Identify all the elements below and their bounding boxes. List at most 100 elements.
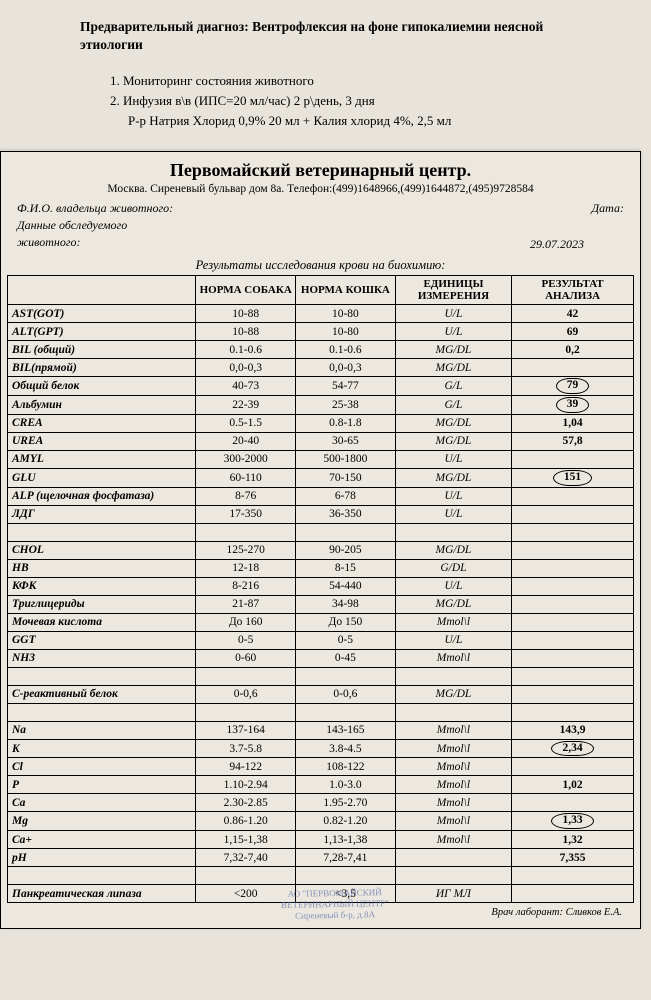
- cell-result: 1,33: [512, 812, 634, 831]
- cell-cat: 1.0-3.0: [296, 776, 396, 794]
- cell-param: [8, 523, 196, 541]
- cell-unit: MG/DL: [395, 468, 511, 487]
- cell-dog: [196, 703, 296, 721]
- table-row: Общий белок40-7354-77G/L79: [8, 377, 634, 396]
- results-title: Результаты исследования крови на биохими…: [7, 258, 634, 273]
- cell-result: 79: [512, 377, 634, 396]
- cell-param: GGT: [8, 631, 196, 649]
- cell-unit: U/L: [395, 323, 511, 341]
- cell-param: pH: [8, 849, 196, 867]
- table-row: K3.7-5.83.8-4.5Mmol\l2,34: [8, 739, 634, 758]
- cell-dog: [196, 523, 296, 541]
- cell-param: UREA: [8, 432, 196, 450]
- cell-cat: [296, 867, 396, 885]
- table-row: pH7,32-7,407,28-7,417,355: [8, 849, 634, 867]
- cell-param: Мочевая кислота: [8, 613, 196, 631]
- cell-dog: 0-60: [196, 649, 296, 667]
- cell-dog: 1.10-2.94: [196, 776, 296, 794]
- cell-cat: 54-440: [296, 577, 396, 595]
- cell-param: Mg: [8, 812, 196, 831]
- cell-unit: Mmol\l: [395, 739, 511, 758]
- table-row: Мочевая кислотаДо 160До 150Mmol\l: [8, 613, 634, 631]
- cell-unit: Mmol\l: [395, 776, 511, 794]
- cell-unit: MG/DL: [395, 341, 511, 359]
- col-unit: ЕДИНИЦЫ ИЗМЕРЕНИЯ: [395, 276, 511, 305]
- cell-dog: 300-2000: [196, 450, 296, 468]
- cell-dog: 7,32-7,40: [196, 849, 296, 867]
- cell-cat: 54-77: [296, 377, 396, 396]
- cell-result: [512, 359, 634, 377]
- cell-cat: 10-80: [296, 305, 396, 323]
- table-row: GLU60-11070-150MG/DL151: [8, 468, 634, 487]
- cell-unit: U/L: [395, 450, 511, 468]
- cell-param: ALP (щелочная фосфатаза): [8, 487, 196, 505]
- cell-cat: 6-78: [296, 487, 396, 505]
- cell-unit: [395, 523, 511, 541]
- cell-param: ALT(GPT): [8, 323, 196, 341]
- cell-unit: MG/DL: [395, 414, 511, 432]
- list-item: Р-р Натрия Хлорид 0,9% 20 мл + Калия хло…: [128, 112, 601, 130]
- cell-dog: 125-270: [196, 541, 296, 559]
- cell-dog: 10-88: [196, 323, 296, 341]
- cell-unit: MG/DL: [395, 541, 511, 559]
- cell-param: Альбумин: [8, 396, 196, 415]
- cell-unit: MG/DL: [395, 432, 511, 450]
- top-section: Предварительный диагноз: Вентрофлексия н…: [0, 0, 651, 143]
- table-row: [8, 667, 634, 685]
- cell-result: [512, 631, 634, 649]
- cell-param: Триглицериды: [8, 595, 196, 613]
- cell-cat: 0-0,6: [296, 685, 396, 703]
- cell-dog: 12-18: [196, 559, 296, 577]
- cell-cat: 0,0-0,3: [296, 359, 396, 377]
- cell-param: ЛДГ: [8, 505, 196, 523]
- cell-unit: U/L: [395, 631, 511, 649]
- cell-unit: [395, 849, 511, 867]
- date-value: 29.07.2023: [530, 237, 624, 252]
- table-row: P1.10-2.941.0-3.0Mmol\l1,02: [8, 776, 634, 794]
- table-row: [8, 523, 634, 541]
- cell-result: 151: [512, 468, 634, 487]
- data-label-2: животного:: [17, 235, 81, 252]
- cell-cat: 30-65: [296, 432, 396, 450]
- col-cat: НОРМА КОШКА: [296, 276, 396, 305]
- table-row: ЛДГ17-35036-350U/L: [8, 505, 634, 523]
- cell-result: 0,2: [512, 341, 634, 359]
- cell-result: [512, 523, 634, 541]
- cell-cat: 0.1-0.6: [296, 341, 396, 359]
- cell-result: 57,8: [512, 432, 634, 450]
- cell-dog: 20-40: [196, 432, 296, 450]
- cell-cat: [296, 667, 396, 685]
- cell-result: [512, 595, 634, 613]
- cell-dog: [196, 667, 296, 685]
- cell-result: [512, 794, 634, 812]
- cell-param: Общий белок: [8, 377, 196, 396]
- cell-result: [512, 613, 634, 631]
- table-row: Ca2.30-2.851.95-2.70Mmol\l: [8, 794, 634, 812]
- cell-result: 7,355: [512, 849, 634, 867]
- cell-dog: 0-0,6: [196, 685, 296, 703]
- cell-unit: G/L: [395, 377, 511, 396]
- cell-result: [512, 649, 634, 667]
- table-row: BIL(прямой)0,0-0,30,0-0,3MG/DL: [8, 359, 634, 377]
- cell-unit: U/L: [395, 505, 511, 523]
- cell-cat: 0-5: [296, 631, 396, 649]
- cell-dog: 8-216: [196, 577, 296, 595]
- cell-unit: Mmol\l: [395, 794, 511, 812]
- table-row: Na137-164143-165Mmol\l143,9: [8, 721, 634, 739]
- cell-result: [512, 541, 634, 559]
- cell-dog: 2.30-2.85: [196, 794, 296, 812]
- cell-unit: Mmol\l: [395, 812, 511, 831]
- list-item: 2. Инфузия в\в (ИПС=20 мл/час) 2 р\день,…: [110, 92, 601, 110]
- cell-cat: До 150: [296, 613, 396, 631]
- cell-param: [8, 867, 196, 885]
- cell-param: NH3: [8, 649, 196, 667]
- table-row: [8, 867, 634, 885]
- cell-cat: 1.95-2.70: [296, 794, 396, 812]
- diagnosis-text: Предварительный диагноз: Вентрофлексия н…: [80, 18, 601, 54]
- cell-unit: [395, 667, 511, 685]
- cell-cat: 500-1800: [296, 450, 396, 468]
- table-row: NH30-600-45Mmol\l: [8, 649, 634, 667]
- cell-param: КФК: [8, 577, 196, 595]
- cell-unit: Mmol\l: [395, 758, 511, 776]
- table-row: HB12-188-15G/DL: [8, 559, 634, 577]
